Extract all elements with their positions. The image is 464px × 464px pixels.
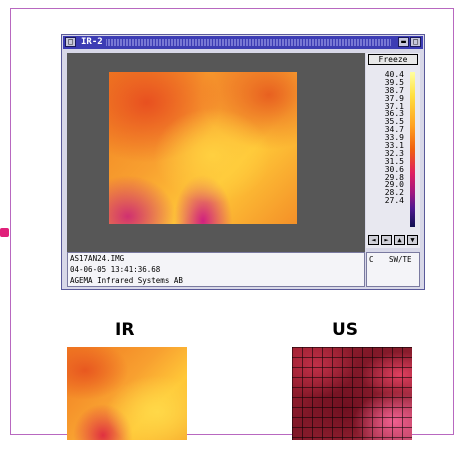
scale-label: 33.1 <box>384 141 404 151</box>
scale-label: 27.4 <box>384 196 404 206</box>
us-caption: US <box>332 320 359 340</box>
scale-label: 39.5 <box>384 77 404 87</box>
thermal-image[interactable] <box>109 72 297 224</box>
title-bar[interactable]: □ IR-2 ▬ □ <box>63 36 423 49</box>
left-arrow-icon[interactable]: ◄ <box>368 235 379 245</box>
ir-caption: IR <box>115 320 135 340</box>
image-datetime: 04-06-05 13:41:36.68 <box>70 265 161 274</box>
scale-label: 38.7 <box>384 85 404 95</box>
ir-thumbnail <box>67 347 187 440</box>
unit-box: C SW/TE <box>366 252 420 287</box>
temperature-color-bar <box>410 72 415 227</box>
scale-label: 37.9 <box>384 93 404 103</box>
scale-label: 34.7 <box>384 125 404 135</box>
right-arrow-icon[interactable]: ► <box>381 235 392 245</box>
scale-label: 32.3 <box>384 148 404 158</box>
camera-mode: SW/TE <box>389 255 412 264</box>
scale-label: 36.3 <box>384 109 404 119</box>
scale-label: 33.9 <box>384 133 404 143</box>
image-filename: AS17AN24.IMG <box>70 254 125 263</box>
scale-label: 35.5 <box>384 117 404 127</box>
scale-label: 29.8 <box>384 172 404 182</box>
temperature-scale-labels: 40.4 39.5 38.7 37.9 37.1 36.3 35.5 34.7 … <box>374 71 404 205</box>
scale-label: 37.1 <box>384 101 404 111</box>
up-arrow-icon[interactable]: ▲ <box>394 235 405 245</box>
outer-frame <box>10 8 454 435</box>
ir-window: □ IR-2 ▬ □ Freeze 40.4 39.5 38.7 37.9 37… <box>61 34 425 290</box>
window-title: IR-2 <box>78 36 106 49</box>
thermal-image-area <box>67 53 365 283</box>
image-info-box: AS17AN24.IMG 04-06-05 13:41:36.68 AGEMA … <box>67 252 365 287</box>
scale-label: 29.0 <box>384 180 404 190</box>
scale-label: 31.5 <box>384 156 404 166</box>
minimize-icon[interactable]: ▬ <box>398 37 409 47</box>
scale-label: 28.2 <box>384 188 404 198</box>
us-grid-overlay <box>292 347 412 440</box>
side-marker <box>0 228 9 237</box>
scale-label: 40.4 <box>384 70 404 79</box>
nav-buttons: ◄ ► ▲ ▼ <box>368 235 420 245</box>
close-icon[interactable]: □ <box>65 37 76 47</box>
scale-label: 30.6 <box>384 164 404 174</box>
system-name: AGEMA Infrared Systems AB <box>70 276 183 285</box>
freeze-button[interactable]: Freeze <box>368 54 418 65</box>
down-arrow-icon[interactable]: ▼ <box>407 235 418 245</box>
us-thumbnail <box>292 347 412 440</box>
maximize-icon[interactable]: □ <box>410 37 421 47</box>
title-bar-stripes <box>105 39 391 46</box>
temperature-unit: C <box>369 255 374 264</box>
